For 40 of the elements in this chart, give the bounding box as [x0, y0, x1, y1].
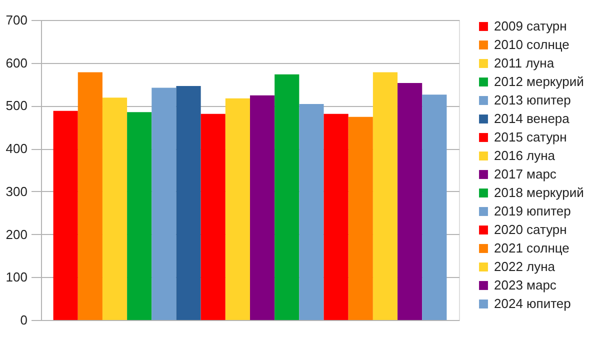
y-tick-label: 200 [6, 226, 28, 242]
bar [398, 83, 422, 320]
y-tick-label: 600 [6, 55, 28, 70]
legend-label: 2021 солнце [494, 240, 570, 256]
bar [250, 95, 275, 320]
bar [53, 110, 78, 320]
legend-label: 2020 сатурн [494, 222, 567, 237]
bar [78, 72, 102, 320]
legend-label: 2016 луна [494, 148, 556, 163]
y-tick-label: 500 [6, 98, 28, 114]
bar [102, 98, 128, 320]
legend-label: 2013 юпитер [494, 92, 571, 108]
bar [127, 112, 152, 320]
bar [176, 86, 201, 320]
bar [324, 114, 348, 320]
bar [200, 114, 226, 320]
legend-label: 2014 венера [494, 111, 570, 126]
y-tick-label: 0 [20, 312, 28, 328]
bar [274, 74, 300, 320]
legend-label: 2011 луна [494, 56, 555, 70]
y-tick-label: 100 [6, 270, 28, 285]
legend-label: 2019 юпитер [494, 204, 571, 218]
bar [152, 88, 176, 320]
legend-label: 2012 меркурий [494, 74, 584, 89]
bar [372, 72, 398, 320]
bar [422, 94, 447, 320]
y-tick-label: 300 [6, 184, 28, 199]
legend-label: 2018 меркурий [494, 185, 584, 200]
bar [225, 98, 250, 320]
bar [348, 116, 373, 320]
legend-label: 2009 сатурн [494, 18, 567, 34]
legend-label: 2015 сатурн [494, 130, 567, 144]
legend-label: 2010 солнце [494, 37, 570, 52]
legend-label: 2024 юпитер [494, 296, 571, 311]
bar [299, 104, 324, 320]
legend-label: 2022 луна [494, 259, 556, 274]
legend-label: 2023 марс [494, 278, 557, 292]
y-tick-label: 400 [6, 141, 28, 156]
legend-label: 2017 марс [494, 166, 557, 182]
y-tick-label: 700 [6, 12, 28, 28]
